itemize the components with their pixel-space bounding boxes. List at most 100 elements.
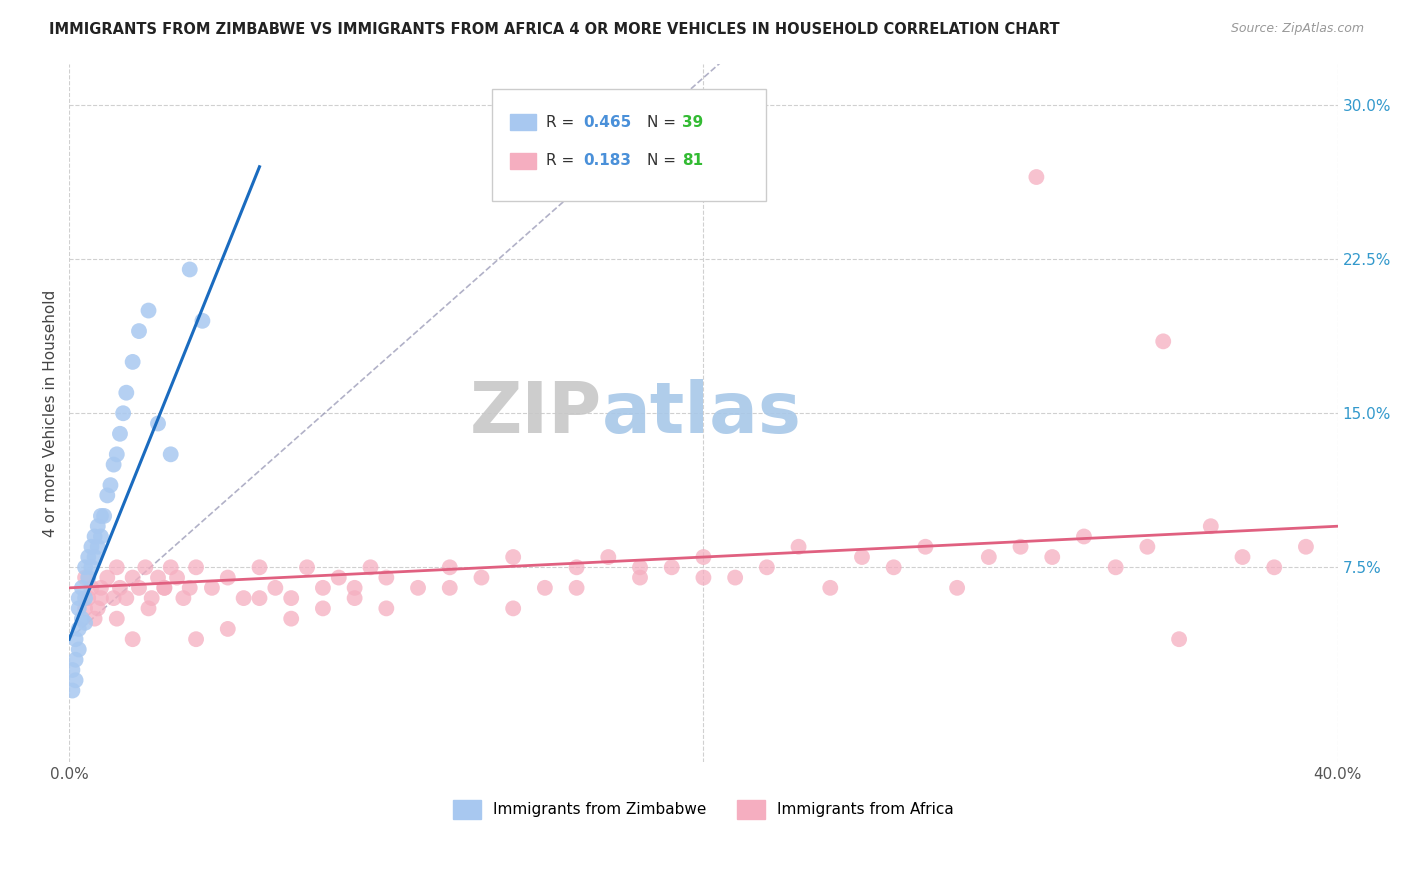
- Point: [312, 581, 335, 595]
- Point: [343, 581, 366, 595]
- Point: [70, 581, 93, 595]
- Point: [439, 581, 461, 595]
- Point: [264, 581, 287, 595]
- Point: [1295, 540, 1317, 554]
- Point: [105, 560, 128, 574]
- Point: [112, 406, 135, 420]
- Point: [179, 262, 201, 277]
- Point: [83, 529, 105, 543]
- Point: [77, 591, 100, 606]
- Point: [375, 601, 398, 615]
- Point: [90, 529, 112, 543]
- Text: Source: ZipAtlas.com: Source: ZipAtlas.com: [1230, 22, 1364, 36]
- Point: [328, 571, 350, 585]
- Point: [628, 560, 651, 574]
- Point: [787, 540, 810, 554]
- Point: [103, 591, 125, 606]
- Point: [115, 591, 138, 606]
- Point: [67, 642, 90, 657]
- Point: [87, 519, 110, 533]
- Point: [75, 591, 97, 606]
- Point: [65, 673, 87, 688]
- Point: [184, 632, 207, 647]
- Point: [1105, 560, 1128, 574]
- Point: [232, 591, 254, 606]
- Point: [280, 612, 302, 626]
- Point: [565, 560, 588, 574]
- Point: [90, 581, 112, 595]
- Text: N =: N =: [647, 115, 681, 129]
- Point: [67, 601, 90, 615]
- Point: [70, 612, 93, 626]
- Point: [977, 549, 1000, 564]
- Point: [128, 324, 150, 338]
- Point: [280, 591, 302, 606]
- Point: [138, 601, 160, 615]
- Point: [217, 571, 239, 585]
- Point: [105, 447, 128, 461]
- Point: [77, 549, 100, 564]
- Point: [159, 447, 181, 461]
- Point: [60, 683, 83, 698]
- Point: [153, 581, 176, 595]
- Point: [108, 581, 131, 595]
- Point: [93, 508, 115, 523]
- Point: [172, 591, 194, 606]
- Point: [138, 303, 160, 318]
- Point: [502, 549, 524, 564]
- Point: [77, 571, 100, 585]
- Point: [406, 581, 429, 595]
- Point: [661, 560, 683, 574]
- Point: [121, 632, 143, 647]
- Point: [153, 581, 176, 595]
- Point: [217, 622, 239, 636]
- Point: [470, 571, 492, 585]
- Point: [146, 571, 169, 585]
- Point: [179, 581, 201, 595]
- Point: [75, 560, 97, 574]
- Point: [1040, 549, 1063, 564]
- Point: [159, 560, 181, 574]
- Text: N =: N =: [647, 153, 681, 168]
- Point: [108, 426, 131, 441]
- Point: [75, 615, 97, 630]
- Point: [141, 591, 163, 606]
- Point: [1199, 519, 1222, 533]
- Point: [75, 601, 97, 615]
- Point: [128, 581, 150, 595]
- Point: [87, 540, 110, 554]
- Point: [1263, 560, 1285, 574]
- Point: [502, 601, 524, 615]
- Point: [914, 540, 936, 554]
- Point: [75, 571, 97, 585]
- Text: 0.465: 0.465: [583, 115, 631, 129]
- Legend: Immigrants from Zimbabwe, Immigrants from Africa: Immigrants from Zimbabwe, Immigrants fro…: [447, 794, 960, 824]
- Point: [115, 385, 138, 400]
- Point: [1152, 334, 1174, 349]
- Point: [96, 488, 118, 502]
- Point: [191, 314, 214, 328]
- Point: [628, 571, 651, 585]
- Point: [249, 591, 271, 606]
- Point: [103, 458, 125, 472]
- Point: [80, 540, 103, 554]
- Point: [359, 560, 381, 574]
- Point: [851, 549, 873, 564]
- Point: [343, 591, 366, 606]
- Point: [65, 653, 87, 667]
- Point: [96, 571, 118, 585]
- Y-axis label: 4 or more Vehicles in Household: 4 or more Vehicles in Household: [44, 290, 58, 537]
- Point: [134, 560, 156, 574]
- Text: 0.183: 0.183: [583, 153, 631, 168]
- Point: [90, 591, 112, 606]
- Text: 39: 39: [682, 115, 703, 129]
- Point: [1010, 540, 1032, 554]
- Point: [80, 581, 103, 595]
- Point: [249, 560, 271, 574]
- Point: [439, 560, 461, 574]
- Point: [146, 417, 169, 431]
- Point: [184, 560, 207, 574]
- Point: [67, 622, 90, 636]
- Point: [121, 571, 143, 585]
- Point: [946, 581, 969, 595]
